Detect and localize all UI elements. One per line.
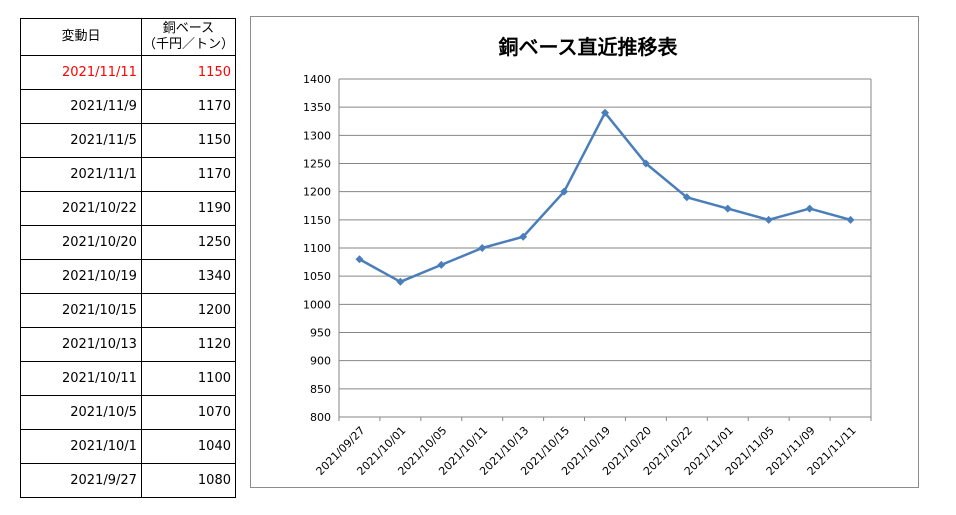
date-header-label: 変動日 bbox=[61, 29, 101, 44]
row-date: 2021/11/5 bbox=[20, 123, 142, 158]
table-row: 2021/10/1 1040 bbox=[20, 429, 237, 464]
y-tick-label: 1100 bbox=[303, 242, 331, 255]
row-price: 1250 bbox=[140, 225, 237, 260]
price-header-line2: （千円／トン） bbox=[142, 37, 234, 52]
data-point bbox=[519, 232, 528, 241]
row-price: 1190 bbox=[140, 191, 237, 226]
table-header-row: 変動日 銅ベース （千円／トン） bbox=[20, 18, 237, 56]
data-point bbox=[764, 215, 773, 224]
table-row: 2021/10/19 1340 bbox=[20, 259, 237, 294]
row-price: 1200 bbox=[140, 293, 237, 328]
table-row: 2021/10/5 1070 bbox=[20, 395, 237, 430]
y-tick-label: 850 bbox=[310, 383, 331, 396]
chart-area: 銅ベース直近推移表 800 850 900 950 1000 1050 1100 1150 12… bbox=[250, 16, 919, 488]
data-point bbox=[560, 187, 569, 196]
data-point bbox=[682, 193, 691, 202]
y-tick-label: 950 bbox=[310, 327, 331, 340]
row-date: 2021/10/1 bbox=[20, 429, 142, 464]
row-price: 1170 bbox=[140, 157, 237, 192]
row-date: 2021/11/11 bbox=[20, 55, 142, 90]
y-tick-label: 1150 bbox=[303, 214, 331, 227]
row-price: 1040 bbox=[140, 429, 237, 464]
date-column-header: 変動日 bbox=[20, 18, 142, 56]
data-point bbox=[641, 159, 650, 168]
data-point bbox=[601, 108, 609, 117]
row-price: 1150 bbox=[140, 123, 237, 158]
data-point bbox=[478, 244, 487, 252]
price-header-line1: 銅ベース bbox=[162, 21, 215, 36]
y-tick-label: 800 bbox=[310, 411, 331, 424]
chart-title: 銅ベース直近推移表 bbox=[499, 35, 679, 59]
line-chart: 銅ベース直近推移表 800 850 900 950 1000 1050 1100 1150 12… bbox=[303, 35, 872, 478]
table-row: 2021/10/11 1100 bbox=[20, 361, 237, 396]
y-tick-label: 1400 bbox=[303, 73, 331, 86]
row-date: 2021/10/15 bbox=[20, 293, 142, 328]
price-column-header: 銅ベース （千円／トン） bbox=[140, 18, 237, 56]
row-price: 1100 bbox=[140, 361, 237, 396]
row-date: 2021/11/9 bbox=[20, 89, 142, 124]
row-date: 2021/10/22 bbox=[20, 191, 142, 226]
table-row: 2021/10/22 1190 bbox=[20, 191, 237, 226]
table-row: 2021/10/15 1200 bbox=[20, 293, 237, 328]
row-price: 1120 bbox=[140, 327, 237, 362]
y-tick-label: 1350 bbox=[303, 101, 331, 114]
data-point bbox=[355, 255, 364, 264]
data-point bbox=[396, 277, 405, 286]
row-price: 1340 bbox=[140, 259, 237, 294]
table-row: 2021/9/27 1080 bbox=[20, 463, 237, 498]
row-price: 1080 bbox=[140, 463, 237, 498]
row-date: 2021/10/13 bbox=[20, 327, 142, 362]
row-date: 2021/10/19 bbox=[20, 259, 142, 294]
table-row: 2021/11/11 1150 bbox=[20, 55, 237, 90]
table-row: 2021/10/20 1250 bbox=[20, 225, 237, 260]
data-point bbox=[437, 260, 446, 269]
y-tick-label: 1050 bbox=[303, 270, 331, 283]
table-row: 2021/11/1 1170 bbox=[20, 157, 237, 192]
y-tick-label: 1250 bbox=[303, 158, 331, 171]
y-tick-label: 1000 bbox=[303, 298, 331, 311]
series-line bbox=[358, 111, 851, 284]
price-table: 変動日 銅ベース （千円／トン） 2021/11/11 1150 2021/11/9 1… bbox=[20, 18, 237, 498]
table-row: 2021/10/13 1120 bbox=[20, 327, 237, 362]
row-price: 1150 bbox=[140, 55, 237, 90]
y-tick-label: 1300 bbox=[303, 129, 331, 142]
row-price: 1070 bbox=[140, 395, 237, 430]
data-point bbox=[805, 204, 814, 213]
row-price: 1170 bbox=[140, 89, 237, 124]
data-point bbox=[723, 204, 732, 213]
row-date: 2021/11/1 bbox=[20, 157, 142, 192]
row-date: 2021/10/20 bbox=[20, 225, 142, 260]
data-point bbox=[846, 215, 855, 224]
row-date: 2021/9/27 bbox=[20, 463, 142, 498]
table-body: 2021/11/11 1150 2021/11/9 1170 2021/11/5 1150… bbox=[20, 55, 237, 498]
table-row: 2021/11/9 1170 bbox=[20, 89, 237, 124]
row-date: 2021/10/5 bbox=[20, 395, 142, 430]
y-tick-label: 900 bbox=[310, 355, 331, 368]
table-row: 2021/11/5 1150 bbox=[20, 123, 237, 158]
row-date: 2021/10/11 bbox=[20, 361, 142, 396]
y-tick-label: 1200 bbox=[303, 186, 331, 199]
